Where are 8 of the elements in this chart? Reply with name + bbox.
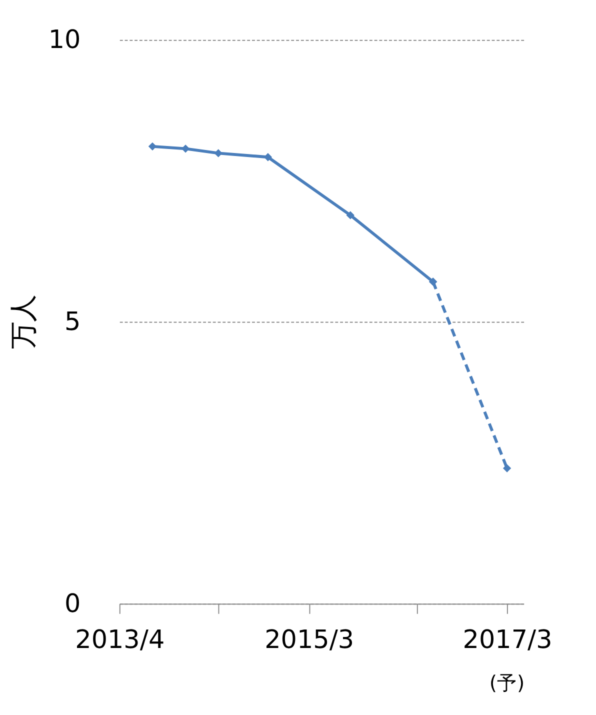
y-tick-label: 10	[48, 24, 81, 54]
x-tick-label: 2017/3	[462, 624, 552, 654]
y-tick-label: 5	[64, 306, 81, 336]
y-tick-label: 0	[64, 588, 81, 618]
y-axis-title: 万人	[8, 295, 40, 350]
text: (予)	[489, 672, 525, 695]
x-tick-label: 2013/4	[75, 624, 165, 654]
x-tick-label: 2015/3	[264, 624, 354, 654]
